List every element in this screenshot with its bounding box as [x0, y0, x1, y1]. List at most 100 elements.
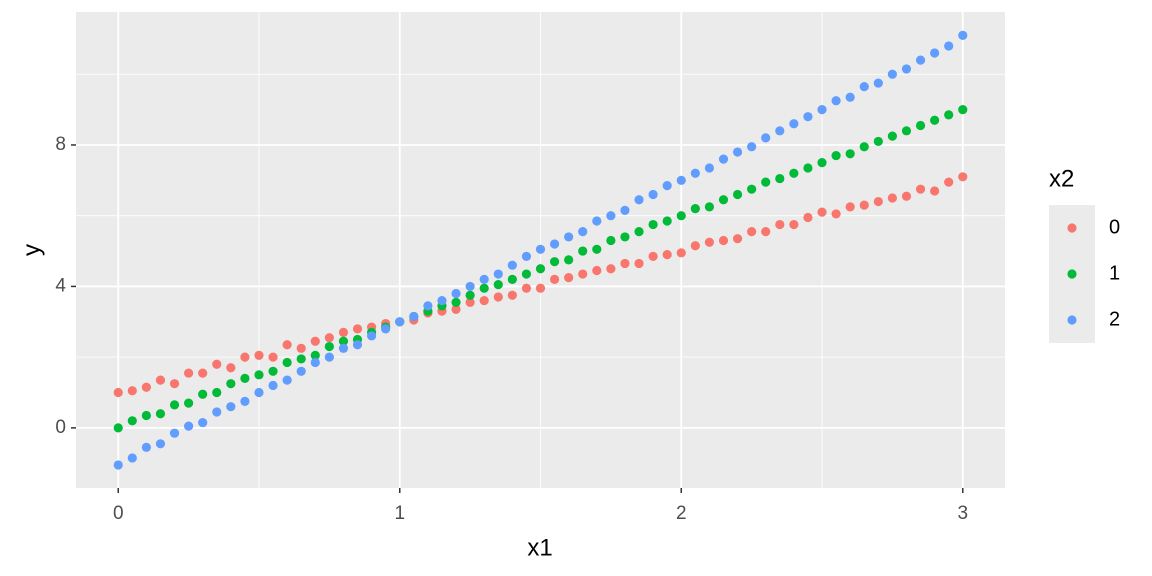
point: [549, 257, 560, 267]
point: [381, 324, 391, 334]
point: [789, 168, 799, 178]
point: [704, 163, 715, 173]
point: [451, 288, 461, 299]
point: [127, 416, 137, 426]
point: [352, 324, 363, 334]
point: [169, 428, 180, 438]
point: [606, 211, 616, 221]
point: [395, 317, 405, 327]
legend-key: [1067, 269, 1077, 279]
point: [845, 149, 855, 159]
point: [648, 251, 658, 261]
point: [155, 375, 166, 385]
point: [212, 407, 222, 417]
point: [296, 366, 306, 376]
point: [761, 227, 771, 237]
point: [240, 396, 250, 406]
point: [930, 115, 940, 125]
point: [704, 237, 715, 247]
point: [634, 258, 644, 269]
point: [268, 380, 278, 391]
point: [212, 359, 222, 369]
y-tick-label: 0: [55, 417, 66, 438]
point: [704, 202, 715, 212]
point: [479, 295, 489, 306]
point: [564, 255, 574, 265]
point: [873, 136, 883, 147]
point: [324, 352, 334, 362]
point: [817, 207, 827, 217]
point: [282, 375, 292, 385]
point: [507, 260, 517, 270]
point: [817, 105, 827, 115]
point: [676, 248, 686, 258]
point: [958, 105, 968, 115]
point: [493, 292, 503, 302]
point: [803, 112, 813, 122]
point: [732, 147, 743, 157]
point: [775, 219, 785, 230]
point: [296, 343, 306, 353]
point: [113, 423, 123, 433]
point: [761, 177, 771, 187]
point: [535, 264, 546, 274]
point: [310, 336, 320, 346]
point: [535, 283, 546, 293]
point: [620, 205, 630, 215]
point: [690, 241, 700, 251]
point: [690, 168, 700, 178]
legend-label: 0: [1109, 216, 1120, 238]
point: [465, 290, 475, 300]
point: [310, 350, 320, 360]
point: [324, 333, 334, 343]
point: [240, 352, 250, 362]
point: [479, 274, 489, 284]
point: [718, 154, 729, 164]
point: [338, 327, 349, 337]
point: [324, 341, 334, 352]
point: [465, 281, 475, 292]
point: [338, 336, 349, 346]
point: [718, 195, 729, 205]
point: [901, 126, 912, 136]
point: [592, 244, 602, 254]
point: [268, 352, 278, 362]
point: [254, 350, 264, 360]
point: [282, 340, 292, 350]
point: [296, 354, 306, 364]
point: [127, 453, 137, 463]
point: [451, 297, 461, 307]
point: [944, 177, 954, 187]
point: [789, 119, 799, 129]
point: [169, 400, 180, 410]
point: [155, 409, 166, 419]
point: [226, 379, 236, 389]
point: [184, 398, 194, 408]
point: [409, 311, 419, 322]
point: [578, 246, 588, 256]
point: [944, 41, 954, 51]
point: [634, 195, 644, 205]
point: [592, 216, 602, 226]
point: [775, 173, 785, 184]
point: [212, 387, 222, 398]
point: [578, 269, 588, 279]
point: [831, 150, 841, 161]
legend-label: 1: [1109, 262, 1120, 284]
point: [859, 82, 869, 92]
point: [901, 191, 912, 201]
point: [775, 126, 785, 136]
point: [310, 357, 320, 368]
point: [718, 235, 729, 246]
point: [423, 301, 433, 311]
y-tick-label: 8: [55, 134, 66, 155]
point: [254, 370, 264, 380]
point: [662, 249, 672, 260]
point: [493, 269, 503, 279]
point: [127, 386, 137, 396]
point: [747, 142, 757, 152]
point: [549, 274, 560, 284]
point: [887, 131, 897, 141]
